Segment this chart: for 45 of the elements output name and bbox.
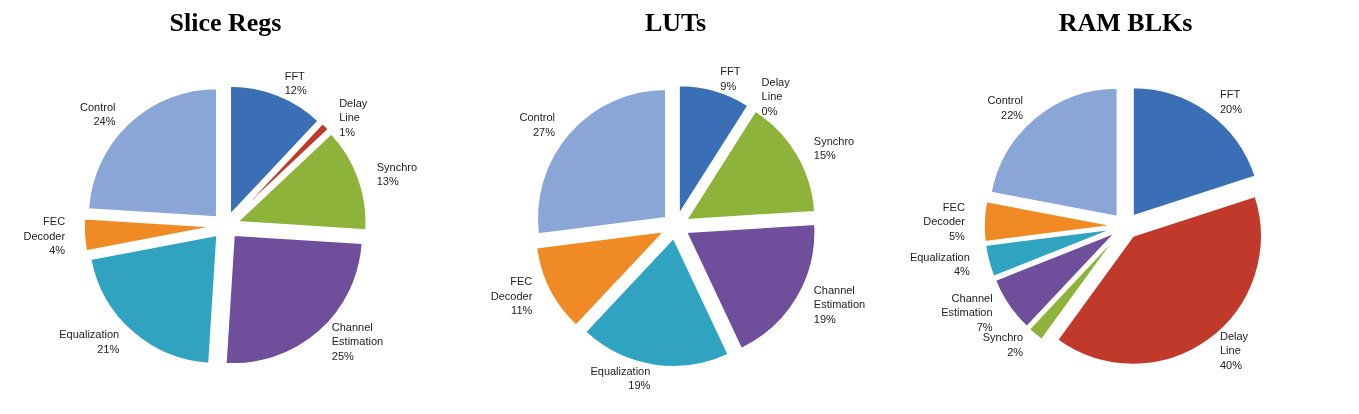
data-label: 25% <box>331 349 355 362</box>
data-label: 5% <box>948 229 966 242</box>
data-label: 7% <box>976 320 993 333</box>
data-label: 1% <box>339 125 356 138</box>
slice-label: Synchro <box>982 331 1024 344</box>
data-label: 22% <box>1001 108 1024 121</box>
text: 0% <box>761 104 778 117</box>
slice-label: Delay Line <box>339 96 368 124</box>
slice-label: Equalization <box>909 251 970 264</box>
data-label: 11% <box>511 304 533 317</box>
slice-label: Equalization <box>590 364 651 377</box>
data-label: 4% <box>49 244 66 257</box>
data-label: 24% <box>93 115 116 128</box>
data-label: 19% <box>813 312 837 325</box>
slice-label: FEC Decoder <box>23 215 66 242</box>
data-label: 9% <box>720 79 737 92</box>
data-label: 12% <box>284 84 307 97</box>
data-label: 19% <box>628 379 651 392</box>
slice-label: FFT <box>284 69 306 82</box>
chart-title: Slice Regs <box>169 7 282 37</box>
data-label: 2% <box>1007 345 1024 358</box>
slice-label: Synchro <box>813 134 855 147</box>
data-label: 21% <box>97 342 120 355</box>
slice-label: Delay Line <box>1219 329 1249 357</box>
data-label: 27% <box>532 125 556 138</box>
slice-label: FEC Decoder <box>923 200 966 228</box>
data-label: 20% <box>1219 102 1243 115</box>
data-label: 40% <box>1219 358 1243 371</box>
slice-label: FFT <box>720 65 741 78</box>
slice-label: Synchro <box>376 160 418 173</box>
data-label: 15% <box>813 148 837 161</box>
slice-label: Channel Estimation <box>331 320 384 348</box>
category-label: Delay Line <box>761 75 790 103</box>
slice-label: Control <box>519 111 555 124</box>
slice-label: Control <box>987 94 1024 107</box>
slice-label: FEC Decoder <box>490 275 533 302</box>
chart-title: LUTs <box>644 7 707 37</box>
slice-label: Channel Estimation <box>941 292 993 319</box>
slice-label: Equalization <box>59 328 120 341</box>
slice-label: FFT <box>1219 88 1241 101</box>
chart-title: RAM BLKs <box>1058 7 1193 37</box>
slice-label: Control <box>80 100 116 113</box>
data-label: 13% <box>376 175 399 188</box>
data-label: 4% <box>953 265 971 278</box>
slice-label: Channel Estimation <box>813 283 866 311</box>
